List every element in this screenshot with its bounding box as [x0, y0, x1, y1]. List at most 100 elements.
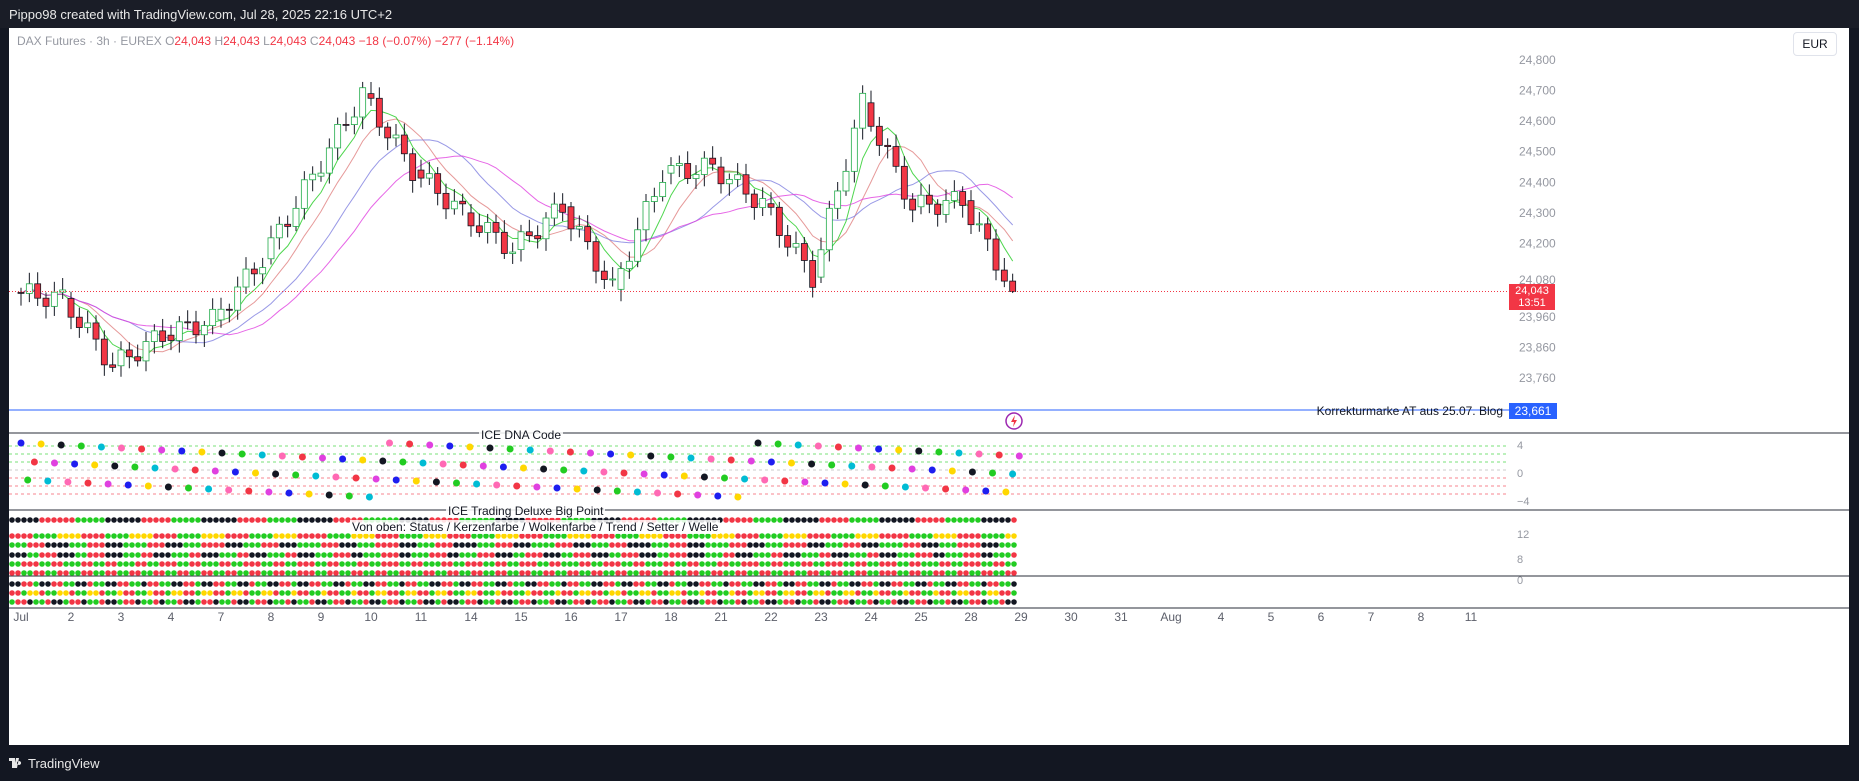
bigpoint-dot: [861, 581, 867, 587]
bigpoint-dot: [465, 581, 471, 587]
bigpoint-dot: [525, 581, 531, 587]
bigpoint-dot: [597, 570, 603, 576]
bigpoint-dot: [735, 599, 741, 605]
bigpoint-dot: [915, 599, 921, 605]
bigpoint-dot: [639, 599, 645, 605]
bigpoint-dot: [195, 517, 201, 523]
candle-body: [292, 207, 300, 227]
bigpoint-dot: [591, 590, 597, 596]
bigpoint-dot: [339, 533, 345, 539]
bigpoint-dot: [753, 552, 759, 558]
bigpoint-dot: [183, 552, 189, 558]
bigpoint-dot: [615, 590, 621, 596]
dna-dot: [258, 451, 266, 459]
bigpoint-dot: [15, 517, 21, 523]
bigpoint-dot: [267, 533, 273, 539]
bigpoint-dot: [981, 581, 987, 587]
candle-body: [50, 291, 58, 307]
dna-dot: [647, 452, 655, 460]
bigpoint-dot: [717, 570, 723, 576]
bigpoint-dot: [525, 570, 531, 576]
bigpoint-dot: [555, 561, 561, 567]
bigpoint-dot: [459, 542, 465, 548]
bigpoint-dot: [927, 561, 933, 567]
dna-dot: [138, 445, 146, 453]
bigpoint-dot: [141, 581, 147, 587]
bigpoint-dot: [9, 542, 15, 548]
candle-body: [825, 207, 833, 251]
bigpoint-dot: [123, 517, 129, 523]
candle-body: [900, 165, 908, 200]
bigpoint-dot: [957, 533, 963, 539]
bigpoint-dot: [999, 599, 1005, 605]
bigpoint-dot: [309, 552, 315, 558]
bigpoint-dot: [333, 542, 339, 548]
candle-body: [717, 166, 725, 185]
bigpoint-dot: [63, 533, 69, 539]
dna-dot: [245, 487, 253, 495]
currency-button[interactable]: EUR: [1793, 32, 1837, 56]
bigpoint-dot: [573, 552, 579, 558]
bigpoint-dot: [243, 542, 249, 548]
bigpoint-dot: [873, 533, 879, 539]
bigpoint-dot: [201, 581, 207, 587]
bigpoint-dot: [519, 542, 525, 548]
bigpoint-dot: [615, 599, 621, 605]
bigpoint-dot: [681, 570, 687, 576]
bigpoint-dot: [273, 552, 279, 558]
bigpoint-dot: [681, 561, 687, 567]
bigpoint-dot: [273, 570, 279, 576]
bigpoint-dot: [345, 590, 351, 596]
price-chart-svg[interactable]: Korrekturmarke AT aus 25.07. Blog 23,6612…: [9, 28, 1849, 745]
bigpoint-dot: [435, 590, 441, 596]
time-tick-label: 16: [564, 610, 578, 624]
price-tick-label: 24,200: [1519, 236, 1556, 250]
dna-dot: [781, 477, 789, 485]
bigpoint-dot: [717, 533, 723, 539]
bigpoint-dot: [915, 517, 921, 523]
bigpoint-dot: [477, 570, 483, 576]
bigpoint-dot: [153, 517, 159, 523]
bigpoint-dot: [429, 542, 435, 548]
candle-body: [759, 198, 767, 208]
bigpoint-dot: [837, 533, 843, 539]
bigpoint-dot: [51, 542, 57, 548]
bigpoint-dot: [801, 581, 807, 587]
bigpoint-dot: [543, 533, 549, 539]
bigpoint-dot: [45, 570, 51, 576]
bigpoint-dot: [507, 533, 513, 539]
tradingview-logo-icon: [9, 758, 22, 768]
bigpoint-dot: [975, 590, 981, 596]
bigpoint-dot: [141, 570, 147, 576]
dna-dot: [17, 439, 25, 447]
bigpoint-dot: [987, 517, 993, 523]
bigpoint-dot: [753, 533, 759, 539]
candle-body: [34, 283, 42, 299]
candle-body: [75, 316, 83, 328]
dna-dot: [406, 440, 414, 448]
bigpoint-dot: [135, 590, 141, 596]
bigpoint-dot: [783, 561, 789, 567]
bigpoint-dot: [411, 599, 417, 605]
chart-area[interactable]: Korrekturmarke AT aus 25.07. Blog 23,661 2…: [9, 28, 1849, 745]
bigpoint-dot: [981, 561, 987, 567]
price-tick-label: 24,700: [1519, 84, 1556, 98]
bigpoint-dot: [759, 590, 765, 596]
candle-body: [217, 308, 225, 321]
bigpoint-dot: [651, 590, 657, 596]
dna-dot: [312, 472, 320, 480]
bigpoint-dot: [705, 533, 711, 539]
bigpoint-dot: [177, 570, 183, 576]
bigpoint-dot: [525, 533, 531, 539]
bigpoint-dot: [33, 590, 39, 596]
bigpoint-dot: [57, 581, 63, 587]
bigpoint-dot: [747, 517, 753, 523]
bigpoint-dot: [765, 570, 771, 576]
bigpoint-dot: [717, 542, 723, 548]
candle-body: [567, 206, 575, 230]
dna-dot: [989, 469, 996, 477]
bigpoint-dot: [951, 552, 957, 558]
bigpoint-dot: [381, 533, 387, 539]
dna-dot: [459, 461, 467, 469]
open-value: 24,043: [174, 34, 212, 48]
